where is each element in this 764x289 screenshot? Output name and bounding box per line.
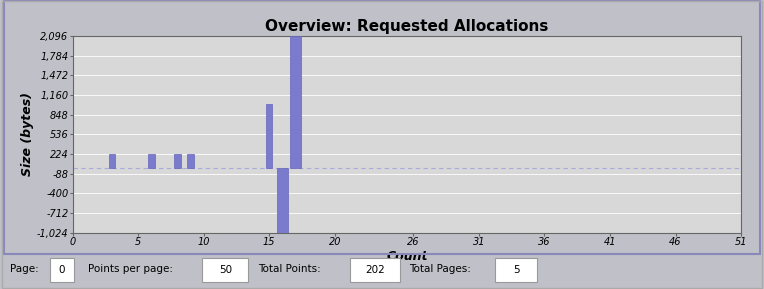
X-axis label: Count: Count <box>386 250 428 263</box>
Text: Page:: Page: <box>10 264 39 275</box>
Text: Points per page:: Points per page: <box>88 264 173 275</box>
Text: 202: 202 <box>365 265 384 275</box>
FancyBboxPatch shape <box>202 258 248 282</box>
FancyBboxPatch shape <box>50 258 74 282</box>
Bar <box>277 168 287 233</box>
Bar <box>108 154 115 168</box>
Text: 50: 50 <box>219 265 232 275</box>
FancyBboxPatch shape <box>350 258 400 282</box>
Text: Total Points:: Total Points: <box>258 264 321 275</box>
Bar <box>290 36 301 168</box>
Text: 0: 0 <box>59 265 65 275</box>
Bar <box>187 154 194 168</box>
Y-axis label: Size (bytes): Size (bytes) <box>21 92 34 176</box>
Bar <box>174 154 181 168</box>
Text: Total Pages:: Total Pages: <box>409 264 471 275</box>
Title: Overview: Requested Allocations: Overview: Requested Allocations <box>265 18 549 34</box>
Text: 5: 5 <box>513 265 520 275</box>
Bar <box>266 104 273 168</box>
FancyBboxPatch shape <box>495 258 537 282</box>
Bar <box>148 154 154 168</box>
